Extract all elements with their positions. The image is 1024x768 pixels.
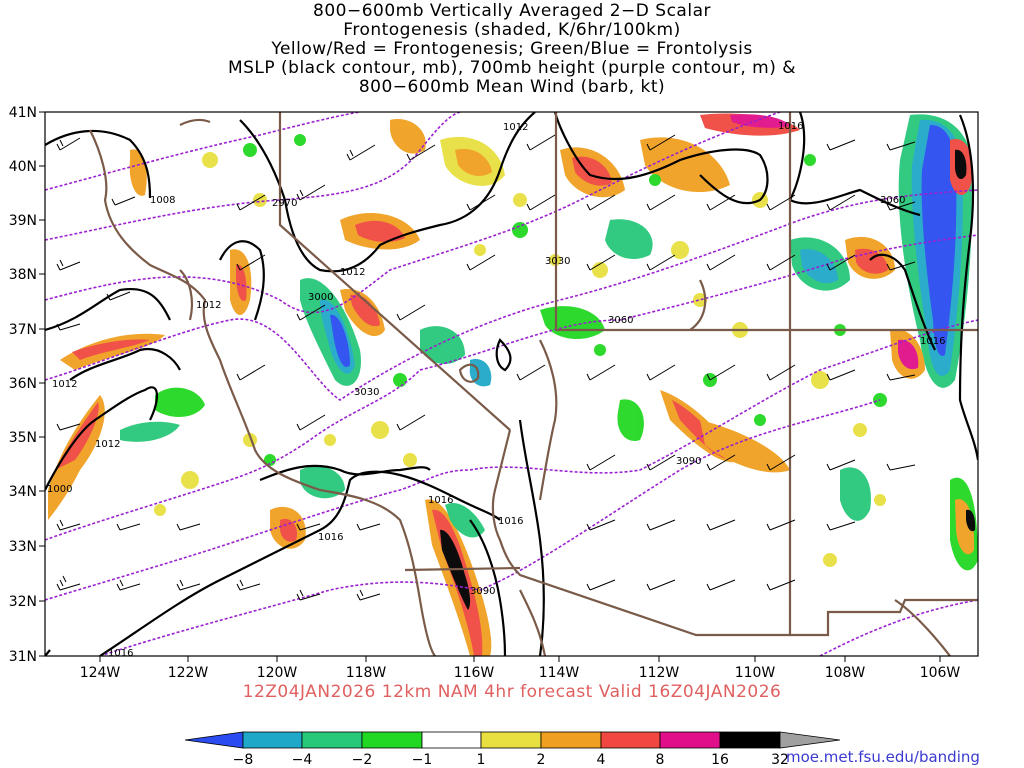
lat-label: 34N (9, 484, 37, 500)
colorbar-swatch (779, 731, 841, 749)
colorbar-label: −2 (352, 752, 373, 768)
lon-label: 108W (825, 665, 866, 681)
lon-label: 120W (257, 665, 298, 681)
lat-label: 37N (9, 322, 37, 338)
axis-ticks (39, 111, 941, 662)
colorbar-label: 1 (477, 752, 486, 768)
mslp-label: 1016 (498, 516, 523, 527)
colorbar-swatch (184, 731, 244, 749)
height-contours (45, 112, 978, 656)
height-label: 3030 (545, 256, 570, 267)
mslp-label: 1008 (150, 195, 175, 206)
frontogenesis-shading: 1008 1012 1012 1012 1012 1012 1016 1016 … (45, 112, 978, 659)
lat-label: 31N (9, 649, 37, 665)
height-label: 3090 (676, 456, 701, 467)
colorbar-swatch (659, 731, 721, 749)
colorbar-swatch (480, 731, 542, 749)
colorbar-swatch (421, 731, 482, 749)
lat-label: 33N (9, 539, 37, 555)
credit-link[interactable]: moe.met.fsu.edu/banding (786, 748, 980, 766)
mslp-label: 1012 (52, 379, 77, 390)
height-label: 3060 (608, 315, 633, 326)
mslp-label: 1000 (47, 484, 72, 495)
height-label: 2970 (272, 198, 297, 209)
colorbar-label: 4 (597, 752, 606, 768)
height-label: 3030 (354, 387, 379, 398)
colorbar-label: 2 (537, 752, 546, 768)
mslp-label: 1016 (428, 495, 453, 506)
mslp-label: 1016 (318, 532, 343, 543)
lon-label: 106W (920, 665, 961, 681)
forecast-footer: 12Z04JAN2026 12km NAM 4hr forecast Valid… (242, 682, 782, 702)
lat-label: 38N (9, 267, 37, 283)
map-title: 800−600mb Vertically Averaged 2−D Scalar… (0, 2, 1024, 97)
colorbar-labels: −8 −4 −2 −1 1 2 4 8 16 32 (233, 752, 789, 768)
title-line-2: Frontogenesis (shaded, K/6hr/100km) (343, 20, 681, 40)
mslp-label: 1012 (196, 300, 221, 311)
latitude-labels: 41N 40N 39N 38N 37N 36N 35N 34N 33N 32N … (9, 105, 37, 665)
wind-barbs (56, 134, 916, 601)
colorbar-swatch (540, 731, 602, 749)
lat-label: 39N (9, 213, 37, 229)
lon-label: 110W (735, 665, 776, 681)
height-label: 3090 (470, 586, 495, 597)
colorbar-label: 8 (656, 752, 665, 768)
lon-label: 118W (346, 665, 387, 681)
lon-label: 112W (639, 665, 680, 681)
lon-label: 124W (80, 665, 121, 681)
colorbar-label: 16 (711, 752, 729, 768)
colorbar-label: −4 (292, 752, 313, 768)
mslp-label: 1012 (503, 122, 528, 133)
mslp-label: 1012 (340, 267, 365, 278)
lat-label: 41N (9, 105, 37, 121)
height-label: 3060 (880, 195, 905, 206)
title-line-4: MSLP (black contour, mb), 700mb height (… (227, 58, 797, 78)
colorbar-label: 32 (771, 752, 789, 768)
lat-label: 35N (9, 430, 37, 446)
colorbar-label: −1 (412, 752, 433, 768)
height-label: 3000 (308, 292, 333, 303)
mslp-label: 1012 (95, 439, 120, 450)
mslp-label: 1016 (778, 121, 803, 132)
colorbar-swatch (719, 731, 781, 749)
lat-label: 32N (9, 594, 37, 610)
lat-label: 36N (9, 376, 37, 392)
mslp-contours (45, 112, 978, 656)
colorbar (184, 731, 841, 749)
lon-label: 122W (168, 665, 209, 681)
lat-label: 40N (9, 159, 37, 175)
longitude-labels: 124W 122W 120W 118W 116W 114W 112W 110W … (80, 665, 961, 681)
mslp-label: 1016 (920, 336, 945, 347)
plot-frame (44, 111, 979, 657)
contour-labels: 1008 1012 1012 1012 1012 1012 1016 1016 … (47, 121, 945, 659)
colorbar-swatch (600, 731, 661, 749)
colorbar-swatch (361, 731, 423, 749)
boundaries (89, 112, 978, 656)
title-line-3: Yellow/Red = Frontogenesis; Green/Blue =… (271, 39, 753, 59)
colorbar-label: −8 (233, 752, 254, 768)
mslp-label: 1016 (108, 648, 133, 659)
colorbar-swatch (242, 731, 303, 749)
lon-label: 116W (454, 665, 495, 681)
lon-label: 114W (539, 665, 580, 681)
colorbar-swatch (301, 731, 363, 749)
title-line-5: 800−600mb Mean Wind (barb, kt) (358, 77, 666, 97)
title-line-1: 800−600mb Vertically Averaged 2−D Scalar (313, 1, 711, 21)
